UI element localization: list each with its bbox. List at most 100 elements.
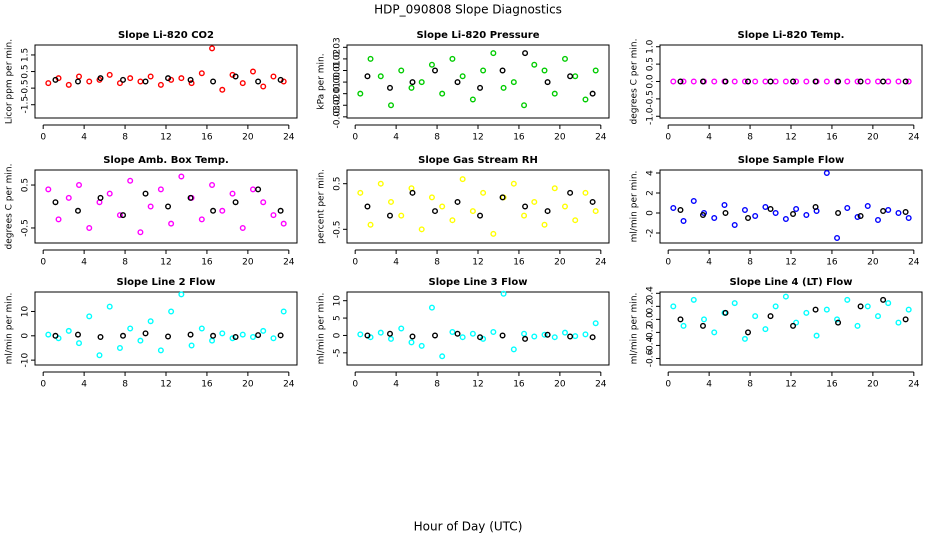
point xyxy=(377,73,384,80)
x-tick-label: 12 xyxy=(160,380,171,390)
plot-frame xyxy=(346,44,610,119)
y-tick-label: -0.6 xyxy=(646,349,656,367)
point xyxy=(398,325,405,332)
point xyxy=(65,81,72,88)
point xyxy=(711,329,718,336)
point xyxy=(880,207,887,214)
point xyxy=(812,203,819,210)
point xyxy=(219,86,226,93)
x-tick-label: 0 xyxy=(352,258,358,268)
point xyxy=(280,220,287,227)
point xyxy=(364,73,371,80)
point xyxy=(541,331,548,338)
point xyxy=(772,303,779,310)
point xyxy=(188,342,195,349)
point xyxy=(690,296,697,303)
point xyxy=(106,303,113,310)
point xyxy=(521,102,528,109)
x-tick-label: 24 xyxy=(595,258,607,268)
point xyxy=(864,303,871,310)
point xyxy=(260,327,267,334)
point xyxy=(567,333,574,340)
x-tick-label: 20 xyxy=(554,380,566,390)
y-tick-label: 0 xyxy=(646,210,656,216)
point xyxy=(745,78,752,85)
x-tick-label: 4 xyxy=(706,133,712,143)
point xyxy=(364,332,371,339)
point xyxy=(364,203,371,210)
point xyxy=(147,73,154,80)
y-tick-label: -0.5 xyxy=(646,90,656,108)
point xyxy=(722,78,729,85)
point xyxy=(357,189,364,196)
point xyxy=(386,330,393,337)
point xyxy=(895,78,902,85)
point xyxy=(408,84,415,91)
x-tick-label: 16 xyxy=(826,133,838,143)
point xyxy=(541,67,548,74)
point xyxy=(582,331,589,338)
x-tick-label: 16 xyxy=(513,380,525,390)
point xyxy=(835,209,842,216)
point xyxy=(902,208,909,215)
point xyxy=(418,226,425,233)
point xyxy=(432,208,439,215)
panel-title: Slope Sample Flow xyxy=(738,155,845,166)
point xyxy=(52,199,59,206)
point xyxy=(561,203,568,210)
point xyxy=(357,90,364,97)
point xyxy=(670,78,677,85)
y-axis-label: ml/min per min. xyxy=(630,171,640,243)
point xyxy=(551,334,558,341)
x-tick-label: 12 xyxy=(472,380,483,390)
plot-frame xyxy=(34,44,298,119)
point xyxy=(432,332,439,339)
y-tick-label: 1.5 xyxy=(21,48,31,62)
point xyxy=(459,176,466,183)
x-axis-label: Hour of Day (UTC) xyxy=(414,520,523,534)
point xyxy=(531,61,538,68)
y-tick-label: -10 xyxy=(21,353,31,368)
point xyxy=(157,81,164,88)
y-tick-label: 2 xyxy=(646,190,656,196)
x-tick-label: 0 xyxy=(665,133,671,143)
point xyxy=(544,208,551,215)
x-tick-label: 20 xyxy=(554,133,566,143)
x-tick-label: 12 xyxy=(472,258,483,268)
y-axis-label: ml/min per min. xyxy=(630,293,640,365)
x-tick-label: 16 xyxy=(201,258,213,268)
point xyxy=(439,353,446,360)
point xyxy=(418,342,425,349)
y-tick-label: 4 xyxy=(646,170,656,176)
y-tick-label: -0.02 xyxy=(333,94,343,117)
point xyxy=(680,78,687,85)
point xyxy=(699,78,706,85)
x-tick-label: 24 xyxy=(908,258,920,268)
point xyxy=(834,234,841,241)
point xyxy=(480,67,487,74)
panel-title: Slope Line 4 (LT) Flow xyxy=(729,277,852,288)
point xyxy=(178,173,185,180)
point xyxy=(677,316,684,323)
point xyxy=(510,180,517,187)
point xyxy=(469,96,476,103)
x-tick-label: 4 xyxy=(81,133,87,143)
point xyxy=(74,78,81,85)
y-tick-label: 0.02 xyxy=(333,49,343,69)
point xyxy=(793,78,800,85)
x-tick-label: 8 xyxy=(122,380,128,390)
y-tick-label: 0.00 xyxy=(333,72,343,92)
point xyxy=(731,78,738,85)
x-tick-label: 20 xyxy=(867,133,879,143)
x-tick-label: 12 xyxy=(160,133,171,143)
y-tick-label: 5 xyxy=(333,315,343,321)
point xyxy=(567,189,574,196)
point xyxy=(874,216,881,223)
point xyxy=(398,67,405,74)
x-tick-label: 20 xyxy=(867,258,879,268)
x-tick-label: 8 xyxy=(122,133,128,143)
point xyxy=(428,304,435,311)
point xyxy=(96,352,103,359)
point xyxy=(386,212,393,219)
